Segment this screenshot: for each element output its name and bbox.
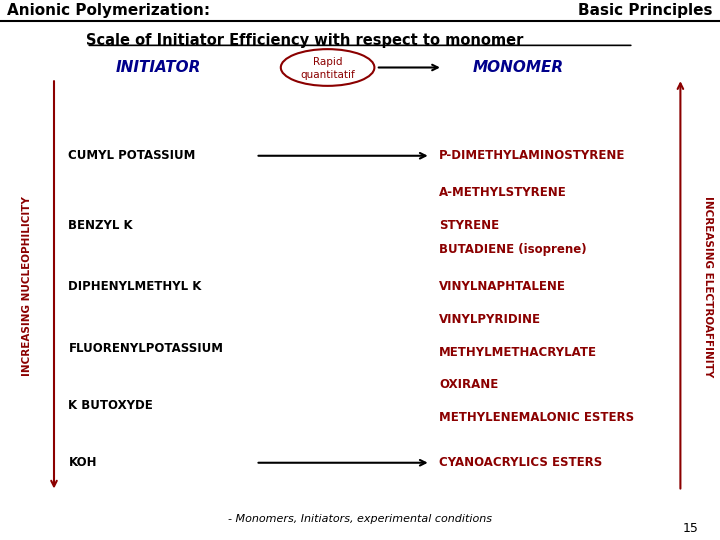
Text: 15: 15 [683, 522, 698, 535]
Text: FLUORENYLPOTASSIUM: FLUORENYLPOTASSIUM [68, 342, 223, 355]
Text: VINYLPYRIDINE: VINYLPYRIDINE [439, 313, 541, 326]
Text: DIPHENYLMETHYL K: DIPHENYLMETHYL K [68, 280, 202, 293]
Text: MONOMER: MONOMER [473, 60, 564, 75]
Text: KOH: KOH [68, 456, 97, 469]
Text: OXIRANE: OXIRANE [439, 379, 498, 392]
Text: INITIATOR: INITIATOR [116, 60, 201, 75]
Text: P-DIMETHYLAMINOSTYRENE: P-DIMETHYLAMINOSTYRENE [439, 149, 626, 162]
Text: quantitatif: quantitatif [300, 70, 355, 79]
Text: CYANOACRYLICS ESTERS: CYANOACRYLICS ESTERS [439, 456, 603, 469]
Text: K BUTOXYDE: K BUTOXYDE [68, 399, 153, 412]
Text: METHYLENEMALONIC ESTERS: METHYLENEMALONIC ESTERS [439, 411, 634, 424]
Text: CUMYL POTASSIUM: CUMYL POTASSIUM [68, 149, 196, 162]
Text: BUTADIENE (isoprene): BUTADIENE (isoprene) [439, 244, 587, 256]
Text: Scale of Initiator Efficiency with respect to monomer: Scale of Initiator Efficiency with respe… [86, 33, 523, 48]
Text: VINYLNAPHTALENE: VINYLNAPHTALENE [439, 280, 566, 293]
Text: BENZYL K: BENZYL K [68, 219, 133, 232]
Text: - Monomers, Initiators, experimental conditions: - Monomers, Initiators, experimental con… [228, 515, 492, 524]
Text: STYRENE: STYRENE [439, 219, 500, 232]
Text: Basic Principles: Basic Principles [578, 3, 713, 18]
Text: A-METHYLSTYRENE: A-METHYLSTYRENE [439, 186, 567, 199]
Text: METHYLMETHACRYLATE: METHYLMETHACRYLATE [439, 346, 597, 359]
Text: INCREASING NUCLEOPHILICITY: INCREASING NUCLEOPHILICITY [22, 196, 32, 376]
Text: Rapid: Rapid [313, 57, 342, 67]
Text: Anionic Polymerization:: Anionic Polymerization: [7, 3, 210, 18]
Text: INCREASING ELECTROAFFINITY: INCREASING ELECTROAFFINITY [703, 195, 713, 377]
